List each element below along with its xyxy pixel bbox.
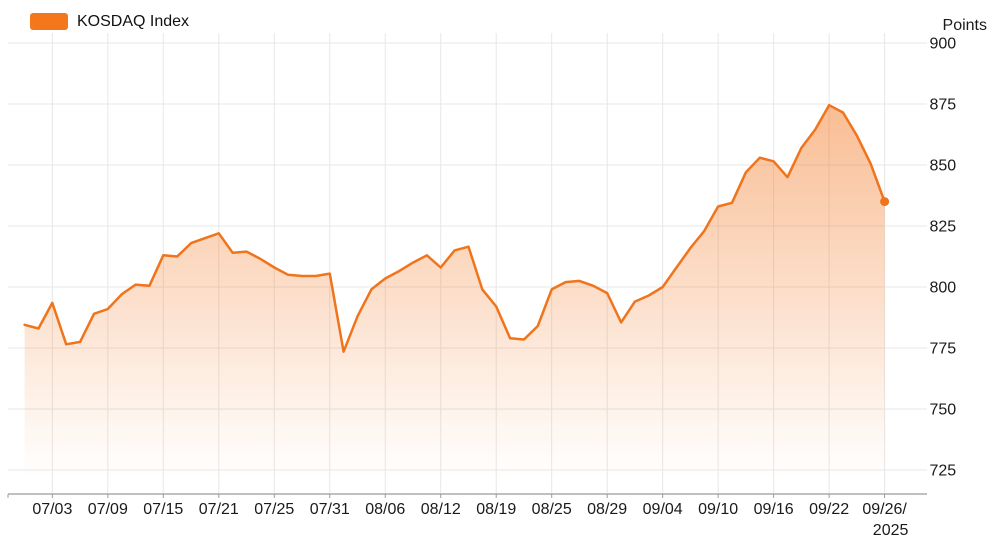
x-tick-label: 07/25 — [254, 501, 294, 518]
y-tick-label: 900 — [930, 36, 957, 53]
x-tick-label: 07/21 — [199, 501, 239, 518]
y-tick-label: 775 — [930, 341, 957, 358]
y-tick-label: 825 — [930, 219, 957, 236]
x-tick-label: 09/10 — [698, 501, 738, 518]
legend-label: KOSDAQ Index — [77, 13, 190, 30]
x-tick-label: 09/04 — [643, 501, 683, 518]
y-tick-label: 875 — [930, 97, 957, 114]
y-axis-unit-label: Points — [942, 17, 987, 34]
x-tick-label-line2: 2025 — [873, 522, 909, 539]
last-point-marker — [880, 197, 890, 207]
y-tick-label: 725 — [930, 463, 957, 480]
area-series — [24, 105, 885, 494]
x-tick-label: 07/15 — [143, 501, 183, 518]
legend: KOSDAQ Index — [30, 13, 189, 30]
x-tick-label: 08/25 — [532, 501, 572, 518]
x-tick-label: 07/03 — [32, 501, 72, 518]
x-tick-label: 09/16 — [754, 501, 794, 518]
y-tick-label: 750 — [930, 402, 957, 419]
x-tick-label: 08/29 — [587, 501, 627, 518]
x-tick-label: 08/12 — [421, 501, 461, 518]
x-tick-label: 09/22 — [809, 501, 849, 518]
x-tick-label: 07/09 — [88, 501, 128, 518]
line-series — [23, 103, 886, 353]
x-tick-label: 08/06 — [365, 501, 405, 518]
x-tick-label: 09/26/ — [862, 501, 907, 518]
legend-swatch — [30, 13, 68, 30]
y-tick-label: 800 — [930, 280, 957, 297]
y-tick-label: 850 — [930, 158, 957, 175]
x-tick-label: 08/19 — [476, 501, 516, 518]
x-tick-label: 07/31 — [310, 501, 350, 518]
